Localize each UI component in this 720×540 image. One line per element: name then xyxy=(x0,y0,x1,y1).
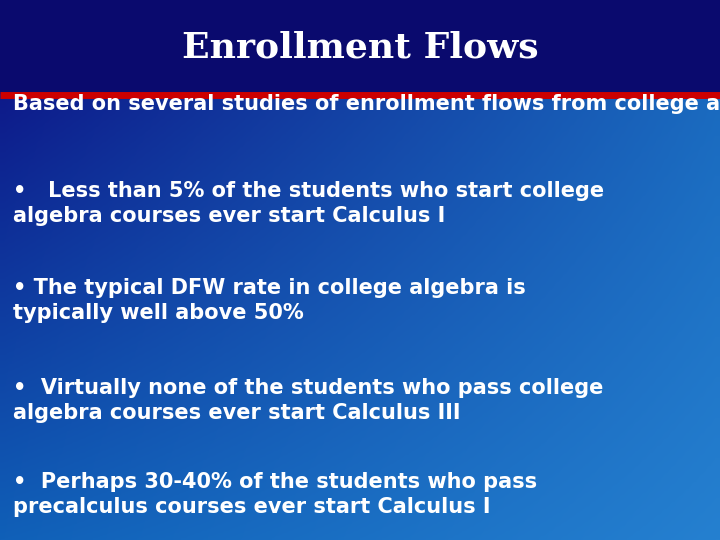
Text: Based on several studies of enrollment flows from college algebra to calculus:: Based on several studies of enrollment f… xyxy=(13,94,720,114)
Text: •  Virtually none of the students who pass college
algebra courses ever start Ca: • Virtually none of the students who pas… xyxy=(13,378,603,423)
Bar xyxy=(0,0,720,94)
Text: • The typical DFW rate in college algebra is
typically well above 50%: • The typical DFW rate in college algebr… xyxy=(13,278,526,323)
Text: Enrollment Flows: Enrollment Flows xyxy=(181,30,539,64)
Text: •  Perhaps 30-40% of the students who pass
precalculus courses ever start Calcul: • Perhaps 30-40% of the students who pas… xyxy=(13,472,537,517)
Text: •   Less than 5% of the students who start college
algebra courses ever start Ca: • Less than 5% of the students who start… xyxy=(13,181,604,226)
